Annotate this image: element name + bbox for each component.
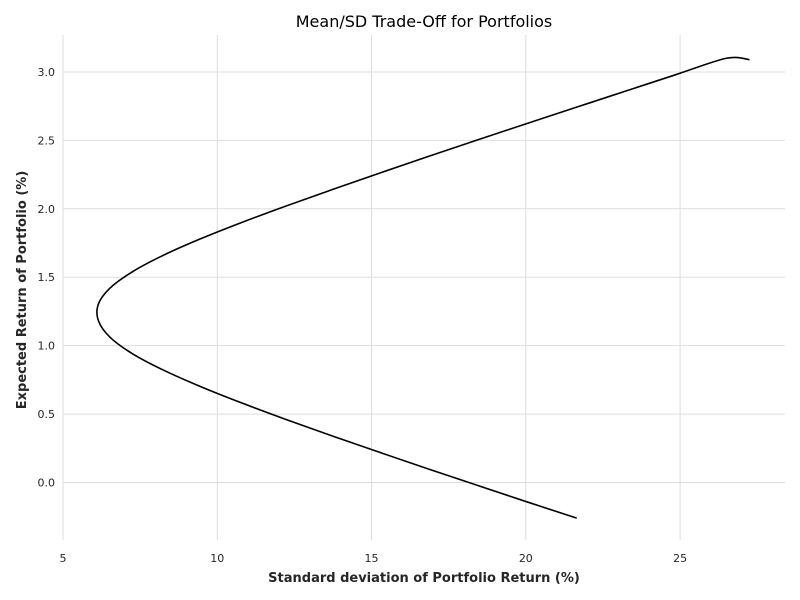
y-tick-label: 1.0: [38, 340, 56, 353]
x-axis-label: Standard deviation of Portfolio Return (…: [268, 571, 580, 586]
x-axis-ticks: 5 10 15 20 25: [60, 552, 688, 565]
chart-title: Mean/SD Trade-Off for Portfolios: [296, 12, 553, 31]
y-tick-label: 2.0: [38, 203, 56, 216]
y-tick-label: 0.5: [38, 408, 56, 421]
y-axis-label: Expected Return of Portfolio (%): [15, 171, 30, 410]
x-tick-label: 10: [210, 552, 224, 565]
horizontal-grid-lines: [63, 71, 785, 484]
x-tick-label: 5: [60, 552, 67, 565]
y-axis-ticks: 0.0 0.5 1.0 1.5 2.0 2.5 3.0: [38, 66, 56, 490]
x-tick-label: 25: [673, 552, 687, 565]
x-tick-label: 20: [519, 552, 533, 565]
vertical-grid-lines: [62, 35, 681, 540]
y-tick-label: 2.5: [38, 134, 56, 147]
efficient-frontier-line: [96, 56, 750, 519]
x-tick-label: 15: [365, 552, 379, 565]
y-tick-label: 0.0: [38, 477, 56, 490]
y-tick-label: 1.5: [38, 271, 56, 284]
y-tick-label: 3.0: [38, 66, 56, 79]
